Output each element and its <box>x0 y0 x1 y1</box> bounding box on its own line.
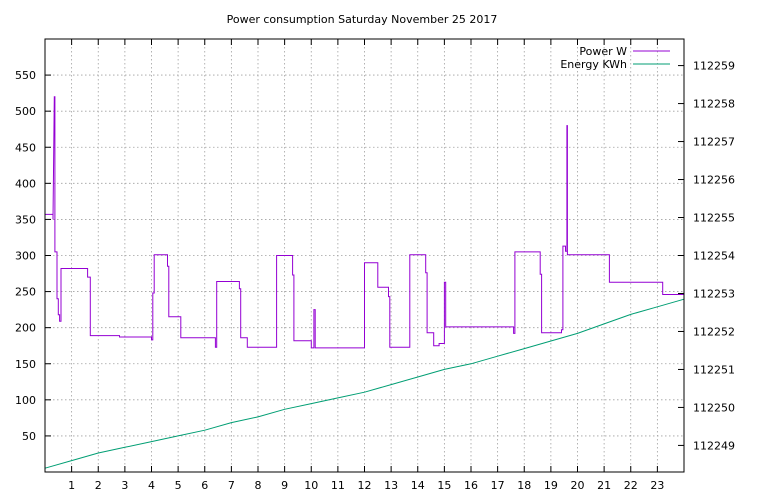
y-tick-label: 150 <box>15 358 36 371</box>
y2-tick-label: 112251 <box>693 363 735 376</box>
x-tick-label: 3 <box>121 479 128 492</box>
x-tick-label: 15 <box>437 479 451 492</box>
x-tick-label: 12 <box>358 479 372 492</box>
y2-tick-label: 112259 <box>693 60 735 73</box>
x-tick-label: 22 <box>624 479 638 492</box>
x-tick-label: 8 <box>255 479 262 492</box>
y-tick-label: 250 <box>15 286 36 299</box>
y2-tick-label: 112249 <box>693 439 735 452</box>
y2-tick-label: 112255 <box>693 212 735 225</box>
y2-tick-label: 112252 <box>693 325 735 338</box>
series-line-power <box>45 96 684 349</box>
x-tick-label: 5 <box>175 479 182 492</box>
x-tick-label: 10 <box>304 479 318 492</box>
y2-tick-label: 112256 <box>693 174 735 187</box>
y-tick-label: 500 <box>15 105 36 118</box>
x-tick-label: 16 <box>464 479 478 492</box>
x-tick-label: 13 <box>384 479 398 492</box>
x-tick-label: 14 <box>411 479 425 492</box>
x-tick-label: 19 <box>544 479 558 492</box>
x-tick-label: 2 <box>95 479 102 492</box>
legend-label-energy: Energy KWh <box>560 58 627 71</box>
y-tick-label: 300 <box>15 250 36 263</box>
series-line-energy <box>44 298 685 469</box>
legend: Power W Energy KWh <box>560 45 670 71</box>
x-tick-label: 20 <box>571 479 585 492</box>
legend-label-power: Power W <box>579 45 627 58</box>
x-tick-label: 11 <box>331 479 345 492</box>
x-tick-label: 7 <box>228 479 235 492</box>
y2-tick-label: 112250 <box>693 401 735 414</box>
y-tick-label: 50 <box>22 430 36 443</box>
plot-series <box>44 96 685 469</box>
x-tick-label: 18 <box>517 479 531 492</box>
x-tick-label: 4 <box>148 479 155 492</box>
y-tick-label: 200 <box>15 322 36 335</box>
axis-ticks <box>45 39 684 472</box>
y2-tick-label: 112253 <box>693 287 735 300</box>
y-tick-label: 350 <box>15 213 36 226</box>
x-tick-label: 23 <box>650 479 664 492</box>
y-tick-label: 550 <box>15 69 36 82</box>
y2-tick-label: 112258 <box>693 98 735 111</box>
x-tick-label: 17 <box>491 479 505 492</box>
y-tick-label: 450 <box>15 141 36 154</box>
x-tick-label: 9 <box>281 479 288 492</box>
y-tick-label: 400 <box>15 177 36 190</box>
x-tick-label: 1 <box>68 479 75 492</box>
chart-title: Power consumption Saturday November 25 2… <box>227 13 498 26</box>
y-tick-label: 100 <box>15 394 36 407</box>
y2-tick-label: 112254 <box>693 250 735 263</box>
y2-tick-label: 112257 <box>693 136 735 149</box>
grid <box>45 39 684 472</box>
x-tick-label: 21 <box>597 479 611 492</box>
x-tick-label: 6 <box>201 479 208 492</box>
